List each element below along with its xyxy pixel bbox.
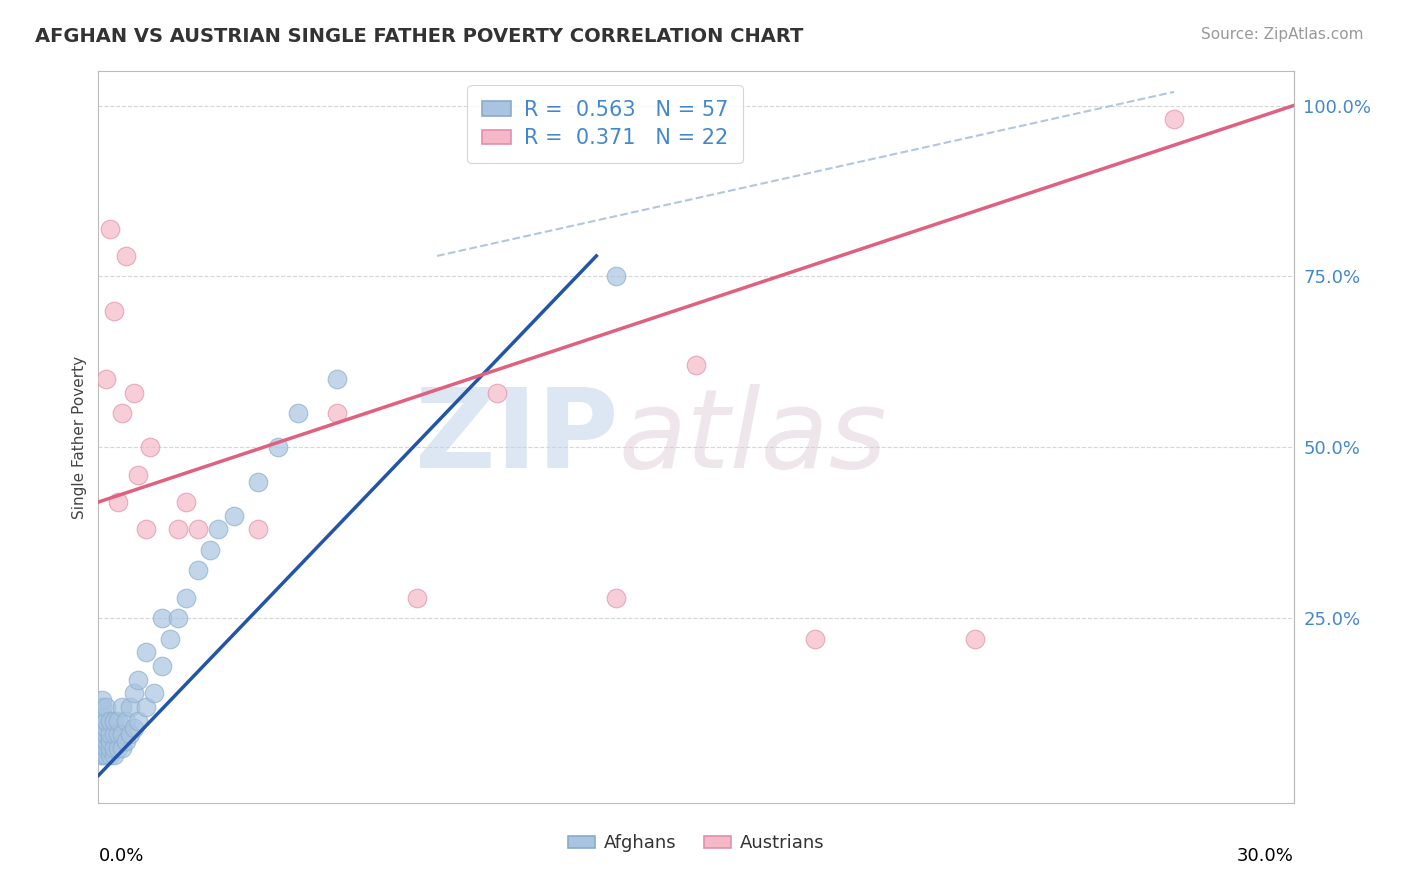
- Text: atlas: atlas: [619, 384, 887, 491]
- Point: [103, 747, 125, 762]
- Text: 0.0%: 0.0%: [98, 847, 143, 865]
- Point: [150, 659, 173, 673]
- Point: [187, 563, 209, 577]
- Point: [96, 727, 118, 741]
- Point: [605, 269, 627, 284]
- Point: [150, 611, 173, 625]
- Point: [124, 721, 146, 735]
- Point: [1163, 112, 1185, 127]
- Point: [111, 700, 134, 714]
- Legend: Afghans, Austrians: Afghans, Austrians: [561, 827, 831, 860]
- Point: [159, 632, 181, 646]
- Point: [103, 727, 125, 741]
- Point: [98, 714, 122, 728]
- Point: [127, 467, 149, 482]
- Point: [96, 714, 118, 728]
- Point: [103, 303, 125, 318]
- Point: [115, 249, 138, 263]
- Text: AFGHAN VS AUSTRIAN SINGLE FATHER POVERTY CORRELATION CHART: AFGHAN VS AUSTRIAN SINGLE FATHER POVERTY…: [35, 27, 803, 45]
- Point: [326, 406, 349, 420]
- Text: 30.0%: 30.0%: [1237, 847, 1294, 865]
- Point: [605, 591, 627, 605]
- Point: [198, 542, 221, 557]
- Point: [139, 440, 162, 454]
- Point: [485, 385, 508, 400]
- Point: [222, 508, 245, 523]
- Point: [187, 522, 209, 536]
- Point: [135, 700, 157, 714]
- Point: [127, 714, 149, 728]
- Point: [685, 359, 707, 373]
- Text: Source: ZipAtlas.com: Source: ZipAtlas.com: [1201, 27, 1364, 42]
- Point: [91, 727, 114, 741]
- Point: [406, 591, 429, 605]
- Text: ZIP: ZIP: [415, 384, 619, 491]
- Point: [98, 747, 122, 762]
- Point: [91, 706, 114, 721]
- Point: [124, 686, 146, 700]
- Point: [111, 406, 134, 420]
- Point: [96, 747, 118, 762]
- Point: [120, 700, 142, 714]
- Point: [963, 632, 986, 646]
- Point: [167, 522, 190, 536]
- Point: [91, 693, 114, 707]
- Point: [98, 221, 122, 235]
- Point: [96, 372, 118, 386]
- Point: [287, 406, 309, 420]
- Point: [107, 727, 129, 741]
- Point: [127, 673, 149, 687]
- Point: [124, 385, 146, 400]
- Point: [207, 522, 229, 536]
- Point: [91, 700, 114, 714]
- Point: [326, 372, 349, 386]
- Point: [98, 734, 122, 748]
- Point: [120, 727, 142, 741]
- Point: [135, 645, 157, 659]
- Point: [91, 714, 114, 728]
- Point: [107, 495, 129, 509]
- Point: [91, 747, 114, 762]
- Point: [174, 495, 197, 509]
- Point: [96, 721, 118, 735]
- Point: [98, 727, 122, 741]
- Point: [135, 522, 157, 536]
- Point: [96, 700, 118, 714]
- Point: [91, 734, 114, 748]
- Point: [103, 741, 125, 756]
- Point: [96, 734, 118, 748]
- Point: [174, 591, 197, 605]
- Point: [115, 714, 138, 728]
- Point: [111, 741, 134, 756]
- Point: [246, 522, 269, 536]
- Point: [107, 714, 129, 728]
- Point: [804, 632, 827, 646]
- Point: [143, 686, 166, 700]
- Y-axis label: Single Father Poverty: Single Father Poverty: [72, 356, 87, 518]
- Point: [96, 741, 118, 756]
- Point: [91, 721, 114, 735]
- Point: [167, 611, 190, 625]
- Point: [111, 727, 134, 741]
- Point: [115, 734, 138, 748]
- Point: [91, 741, 114, 756]
- Point: [103, 714, 125, 728]
- Point: [98, 741, 122, 756]
- Point: [246, 475, 269, 489]
- Point: [91, 747, 114, 762]
- Point: [267, 440, 290, 454]
- Point: [107, 741, 129, 756]
